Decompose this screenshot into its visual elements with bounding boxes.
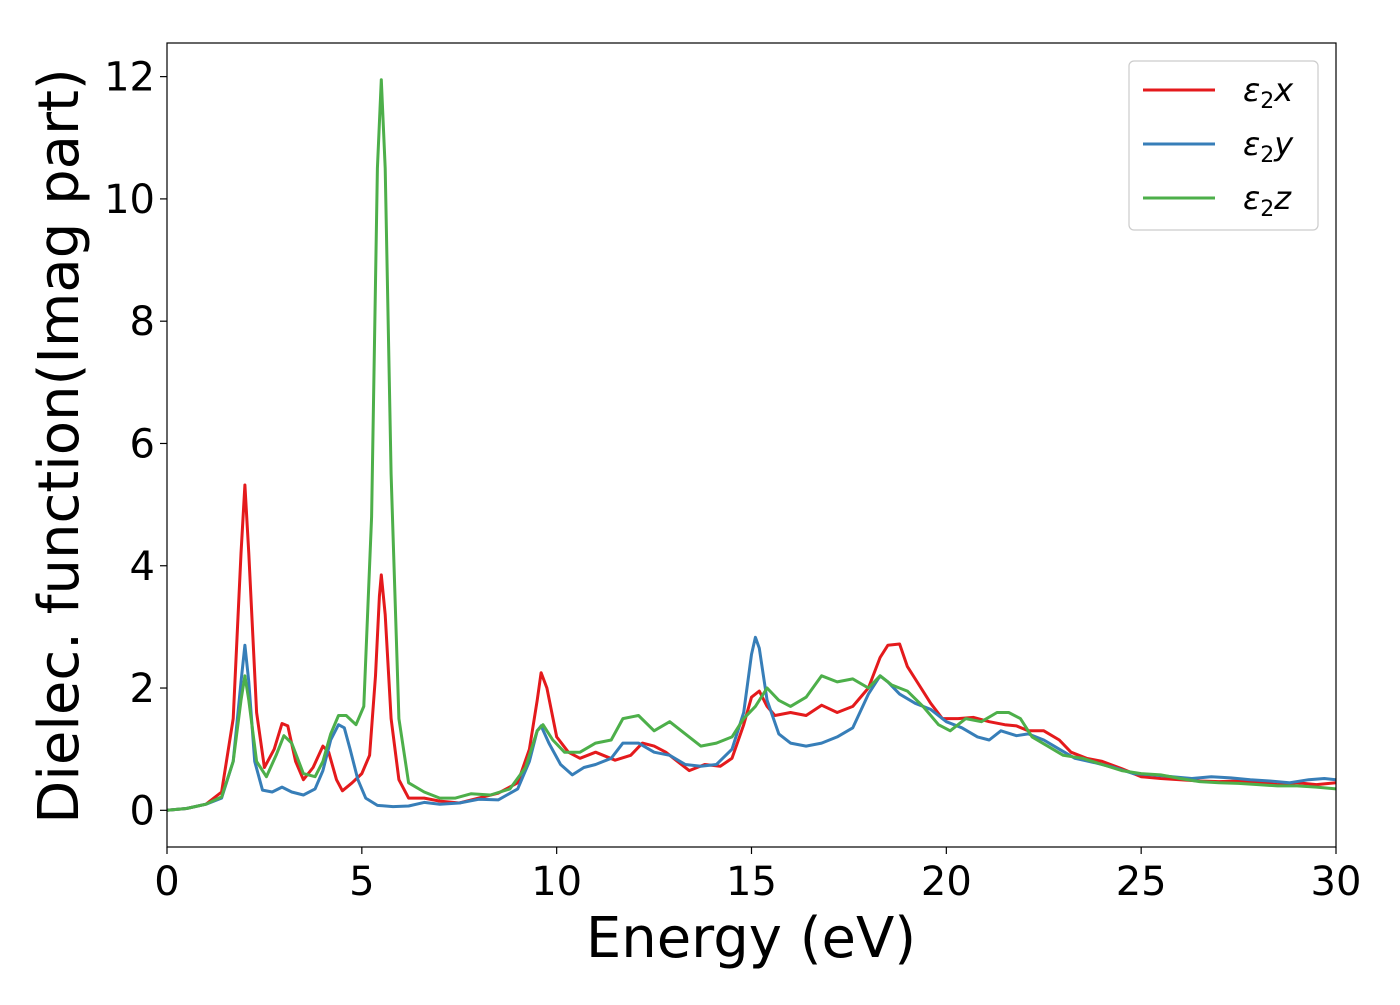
y-tick-label: 4 — [130, 544, 155, 590]
y-tick-label: 0 — [130, 788, 155, 834]
y-tick-label: 8 — [130, 299, 155, 345]
x-tick-label: 15 — [726, 859, 777, 905]
x-axis: 0 5 10 15 20 25 30 — [154, 847, 1361, 905]
legend: ε2x ε2y ε2z — [1128, 60, 1319, 231]
legend-label-z: ε2z — [1243, 179, 1292, 222]
y-tick-label: 12 — [104, 55, 155, 101]
y-tick-label: 10 — [104, 177, 155, 223]
x-tick-label: 10 — [531, 859, 582, 905]
x-axis-title: Energy (eV) — [586, 906, 916, 971]
y-tick-label: 2 — [130, 666, 155, 712]
y-axis-title: Dielec. function(Imag part) — [27, 68, 92, 824]
series-lines — [167, 78, 1336, 812]
x-tick-label: 0 — [154, 859, 179, 905]
x-tick-label: 20 — [921, 859, 972, 905]
series-line-z — [167, 78, 1336, 812]
y-axis: 0 2 4 6 8 10 12 — [104, 55, 167, 834]
legend-label-y: ε2y — [1243, 125, 1294, 168]
x-tick-label: 5 — [349, 859, 374, 905]
series-line-x — [167, 483, 1336, 812]
series-line-y — [167, 635, 1336, 812]
x-tick-label: 30 — [1311, 859, 1362, 905]
y-tick-label: 6 — [130, 421, 155, 467]
legend-label-x: ε2x — [1243, 71, 1294, 114]
legend-box — [1128, 60, 1319, 231]
x-tick-label: 25 — [1116, 859, 1167, 905]
